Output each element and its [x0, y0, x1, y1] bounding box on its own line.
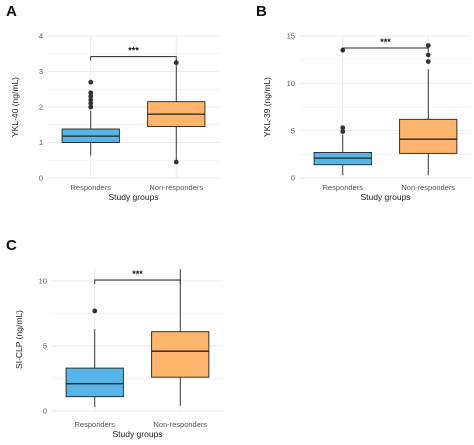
box-iqr: [151, 331, 210, 378]
y-tick-label: 10: [39, 277, 47, 286]
y-tick-label: 2: [39, 103, 43, 112]
box-non-responders: [147, 60, 206, 165]
y-tick-label: 5: [291, 126, 295, 135]
y-tick-label: 0: [39, 174, 43, 183]
y-tick-label: 10: [287, 79, 295, 88]
significance-label: ***: [128, 46, 139, 56]
box-responders: [65, 308, 124, 408]
panel-letter: C: [6, 237, 17, 254]
panel-letter: A: [6, 3, 17, 20]
x-axis-label: Study groups: [108, 192, 158, 202]
x-axis-label: Study groups: [360, 192, 410, 202]
box-non-responders: [151, 269, 210, 406]
y-tick-label: 5: [43, 342, 47, 351]
y-tick-label: 0: [291, 174, 295, 183]
outlier-point: [88, 79, 94, 85]
x-tick-label: Responders: [75, 420, 116, 429]
panel-b: B 0 5 10 15 YKL-39 (ng/mL) Responders Non-respo…: [256, 3, 471, 202]
outlier-point: [173, 60, 179, 66]
y-axis-label: YKL-40 (ng/mL): [10, 77, 20, 137]
panel-a: A 0 1 2 3 4 YKL-40 (ng/mL) Responders Non-respon…: [6, 3, 219, 202]
y-tick-label: 15: [287, 32, 295, 41]
box-non-responders: [399, 43, 458, 176]
significance-label: ***: [132, 269, 143, 279]
x-axis-label: Study groups: [112, 429, 162, 439]
significance-bracket: [342, 47, 429, 52]
outlier-point: [88, 97, 94, 103]
box-iqr: [399, 118, 458, 154]
outlier-point: [340, 125, 346, 131]
y-tick-label: 3: [39, 67, 43, 76]
outlier-point: [173, 159, 179, 165]
outlier-point: [88, 101, 94, 106]
box-iqr: [65, 367, 124, 398]
panel-c: C 0 5 10 SI-CLP (ng/mL) Responders Non-respond…: [6, 237, 223, 439]
outlier-point: [88, 93, 94, 99]
outlier-point: [425, 52, 431, 58]
box-responders: [61, 79, 120, 156]
outlier-point: [425, 43, 431, 48]
x-tick-label: Responders: [71, 183, 112, 192]
x-tick-label: Non-responders: [149, 183, 203, 192]
significance-label: ***: [380, 37, 391, 47]
x-tick-label: Responders: [323, 183, 364, 192]
outlier-point: [88, 104, 94, 110]
outlier-point: [425, 59, 431, 64]
significance-bracket: [90, 56, 177, 61]
significance-bracket: [94, 279, 181, 284]
outlier-point: [92, 308, 98, 314]
box-responders: [313, 47, 372, 176]
y-tick-label: 1: [39, 138, 43, 147]
outlier-point: [88, 90, 94, 96]
outlier-point: [340, 129, 346, 135]
y-tick-label: 4: [39, 32, 43, 41]
y-axis-label: YKL-39 (ng/mL): [262, 77, 272, 137]
y-tick-label: 0: [43, 407, 47, 416]
panel-letter: B: [256, 3, 267, 20]
x-tick-label: Non-responders: [401, 183, 455, 192]
x-tick-label: Non-responders: [153, 420, 207, 429]
y-axis-label: SI-CLP (ng/mL): [14, 310, 24, 369]
